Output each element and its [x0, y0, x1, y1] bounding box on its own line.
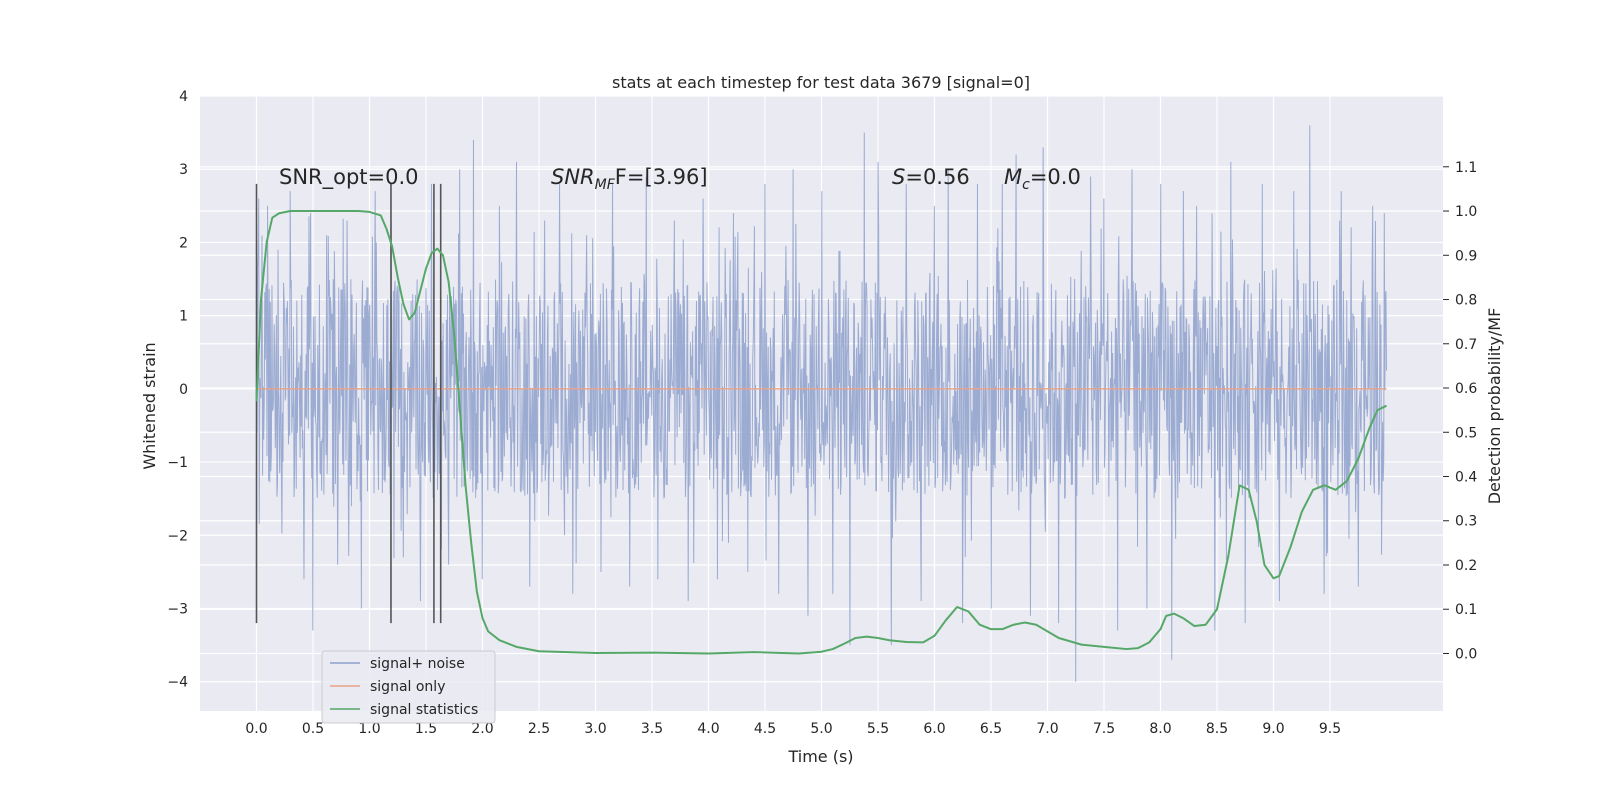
x-tick-label: 2.0 — [471, 721, 493, 737]
y-tick-labels: 4 3 2 1 0 −1 −2 −3 −4 — [167, 89, 188, 691]
annotation-mc: Mc=0.0 — [1004, 165, 1081, 193]
y-tick-label: 2 — [179, 235, 188, 251]
event-markers — [255, 183, 442, 624]
chart-title: stats at each timestep for test data 367… — [612, 73, 1030, 92]
x-tick-labels: 0.0 0.5 1.0 1.5 2.0 2.5 3.0 3.5 4.0 4.5 5.0 5.5 6.0 6… — [245, 721, 1341, 737]
annotation-mc-sub: c — [1022, 177, 1030, 193]
y2-tick-label: 0.2 — [1455, 558, 1477, 574]
y-tick-label: 3 — [179, 162, 188, 178]
x-tick-label: 6.0 — [923, 721, 945, 737]
y2-axis-label: Detection probability/MF — [1485, 308, 1504, 505]
annotation-snr-mf-rest: F=[3.96] — [615, 165, 708, 189]
y-tick-label: −1 — [167, 455, 188, 471]
x-tick-label: 1.5 — [415, 721, 437, 737]
noise-line — [256, 125, 1387, 682]
x-tick-label: 7.5 — [1093, 721, 1115, 737]
y-axis-label: Whitened strain — [140, 342, 159, 469]
y-tick-label: −3 — [167, 602, 188, 618]
y2-tick-label: 0.4 — [1455, 470, 1477, 486]
legend-label-signal: signal only — [370, 679, 445, 695]
annotation-snr-mf-main: SNR — [551, 165, 595, 189]
x-tick-label: 3.5 — [641, 721, 663, 737]
legend-label-noise: signal+ noise — [370, 656, 465, 672]
noise-series — [256, 125, 1387, 682]
y2-tick-label: 0.3 — [1455, 514, 1477, 530]
signal-statistics-line — [255, 210, 1387, 655]
y2-tick-label: 0.0 — [1455, 646, 1477, 662]
legend-label-statistics: signal statistics — [370, 702, 478, 718]
x-tick-label: 7.0 — [1036, 721, 1058, 737]
x-tick-label: 4.0 — [697, 721, 719, 737]
y2-tick-labels: 1.1 1.0 0.9 0.8 0.7 0.6 0.5 0.4 0.3 0.2 0.1 0.0 — [1443, 160, 1477, 662]
y2-tick-label: 0.9 — [1455, 248, 1477, 264]
legend-box — [321, 650, 496, 724]
y-tick-label: 1 — [179, 309, 188, 325]
x-tick-label: 5.0 — [810, 721, 832, 737]
x-tick-label: 9.5 — [1319, 721, 1341, 737]
x-tick-label: 1.0 — [358, 721, 380, 737]
y2-tick-label: 0.5 — [1455, 425, 1477, 441]
x-tick-label: 2.5 — [528, 721, 550, 737]
x-tick-label: 9.0 — [1262, 721, 1284, 737]
y2-tick-label: 1.1 — [1455, 160, 1477, 176]
y-tick-label: −2 — [167, 528, 188, 544]
x-tick-label: 0.0 — [245, 721, 267, 737]
y-tick-label: −4 — [167, 675, 188, 691]
annotation-mc-rest: =0.0 — [1030, 165, 1081, 189]
x-tick-label: 0.5 — [302, 721, 324, 737]
signal-statistics-series — [255, 210, 1387, 655]
annotation-snr-opt: SNR_opt=0.0 — [279, 165, 419, 190]
x-tick-label: 4.5 — [754, 721, 776, 737]
x-tick-label: 8.0 — [1149, 721, 1171, 737]
annotation-snr-mf: SNRMFF=[3.96] — [551, 165, 708, 193]
x-tick-label: 5.5 — [867, 721, 889, 737]
annotation-s-main: S — [892, 165, 905, 189]
annotation-mc-main: M — [1004, 165, 1022, 189]
x-tick-label: 8.5 — [1206, 721, 1228, 737]
y-tick-label: 4 — [179, 89, 188, 105]
legend: signal+ noise signal only signal statist… — [321, 650, 496, 724]
x-tick-label: 6.5 — [980, 721, 1002, 737]
y2-tick-label: 1.0 — [1455, 204, 1477, 220]
x-tick-label: 3.0 — [584, 721, 606, 737]
y2-tick-label: 0.7 — [1455, 337, 1477, 353]
y-tick-label: 0 — [179, 382, 188, 398]
annotation-s-rest: =0.56 — [905, 165, 969, 189]
y2-tick-label: 0.8 — [1455, 293, 1477, 309]
annotation-s: S=0.56 — [892, 165, 970, 189]
annotation-snr-mf-sub: MF — [595, 177, 616, 193]
y2-tick-label: 0.1 — [1455, 602, 1477, 618]
y2-tick-label: 0.6 — [1455, 381, 1477, 397]
x-axis-label: Time (s) — [787, 747, 853, 766]
